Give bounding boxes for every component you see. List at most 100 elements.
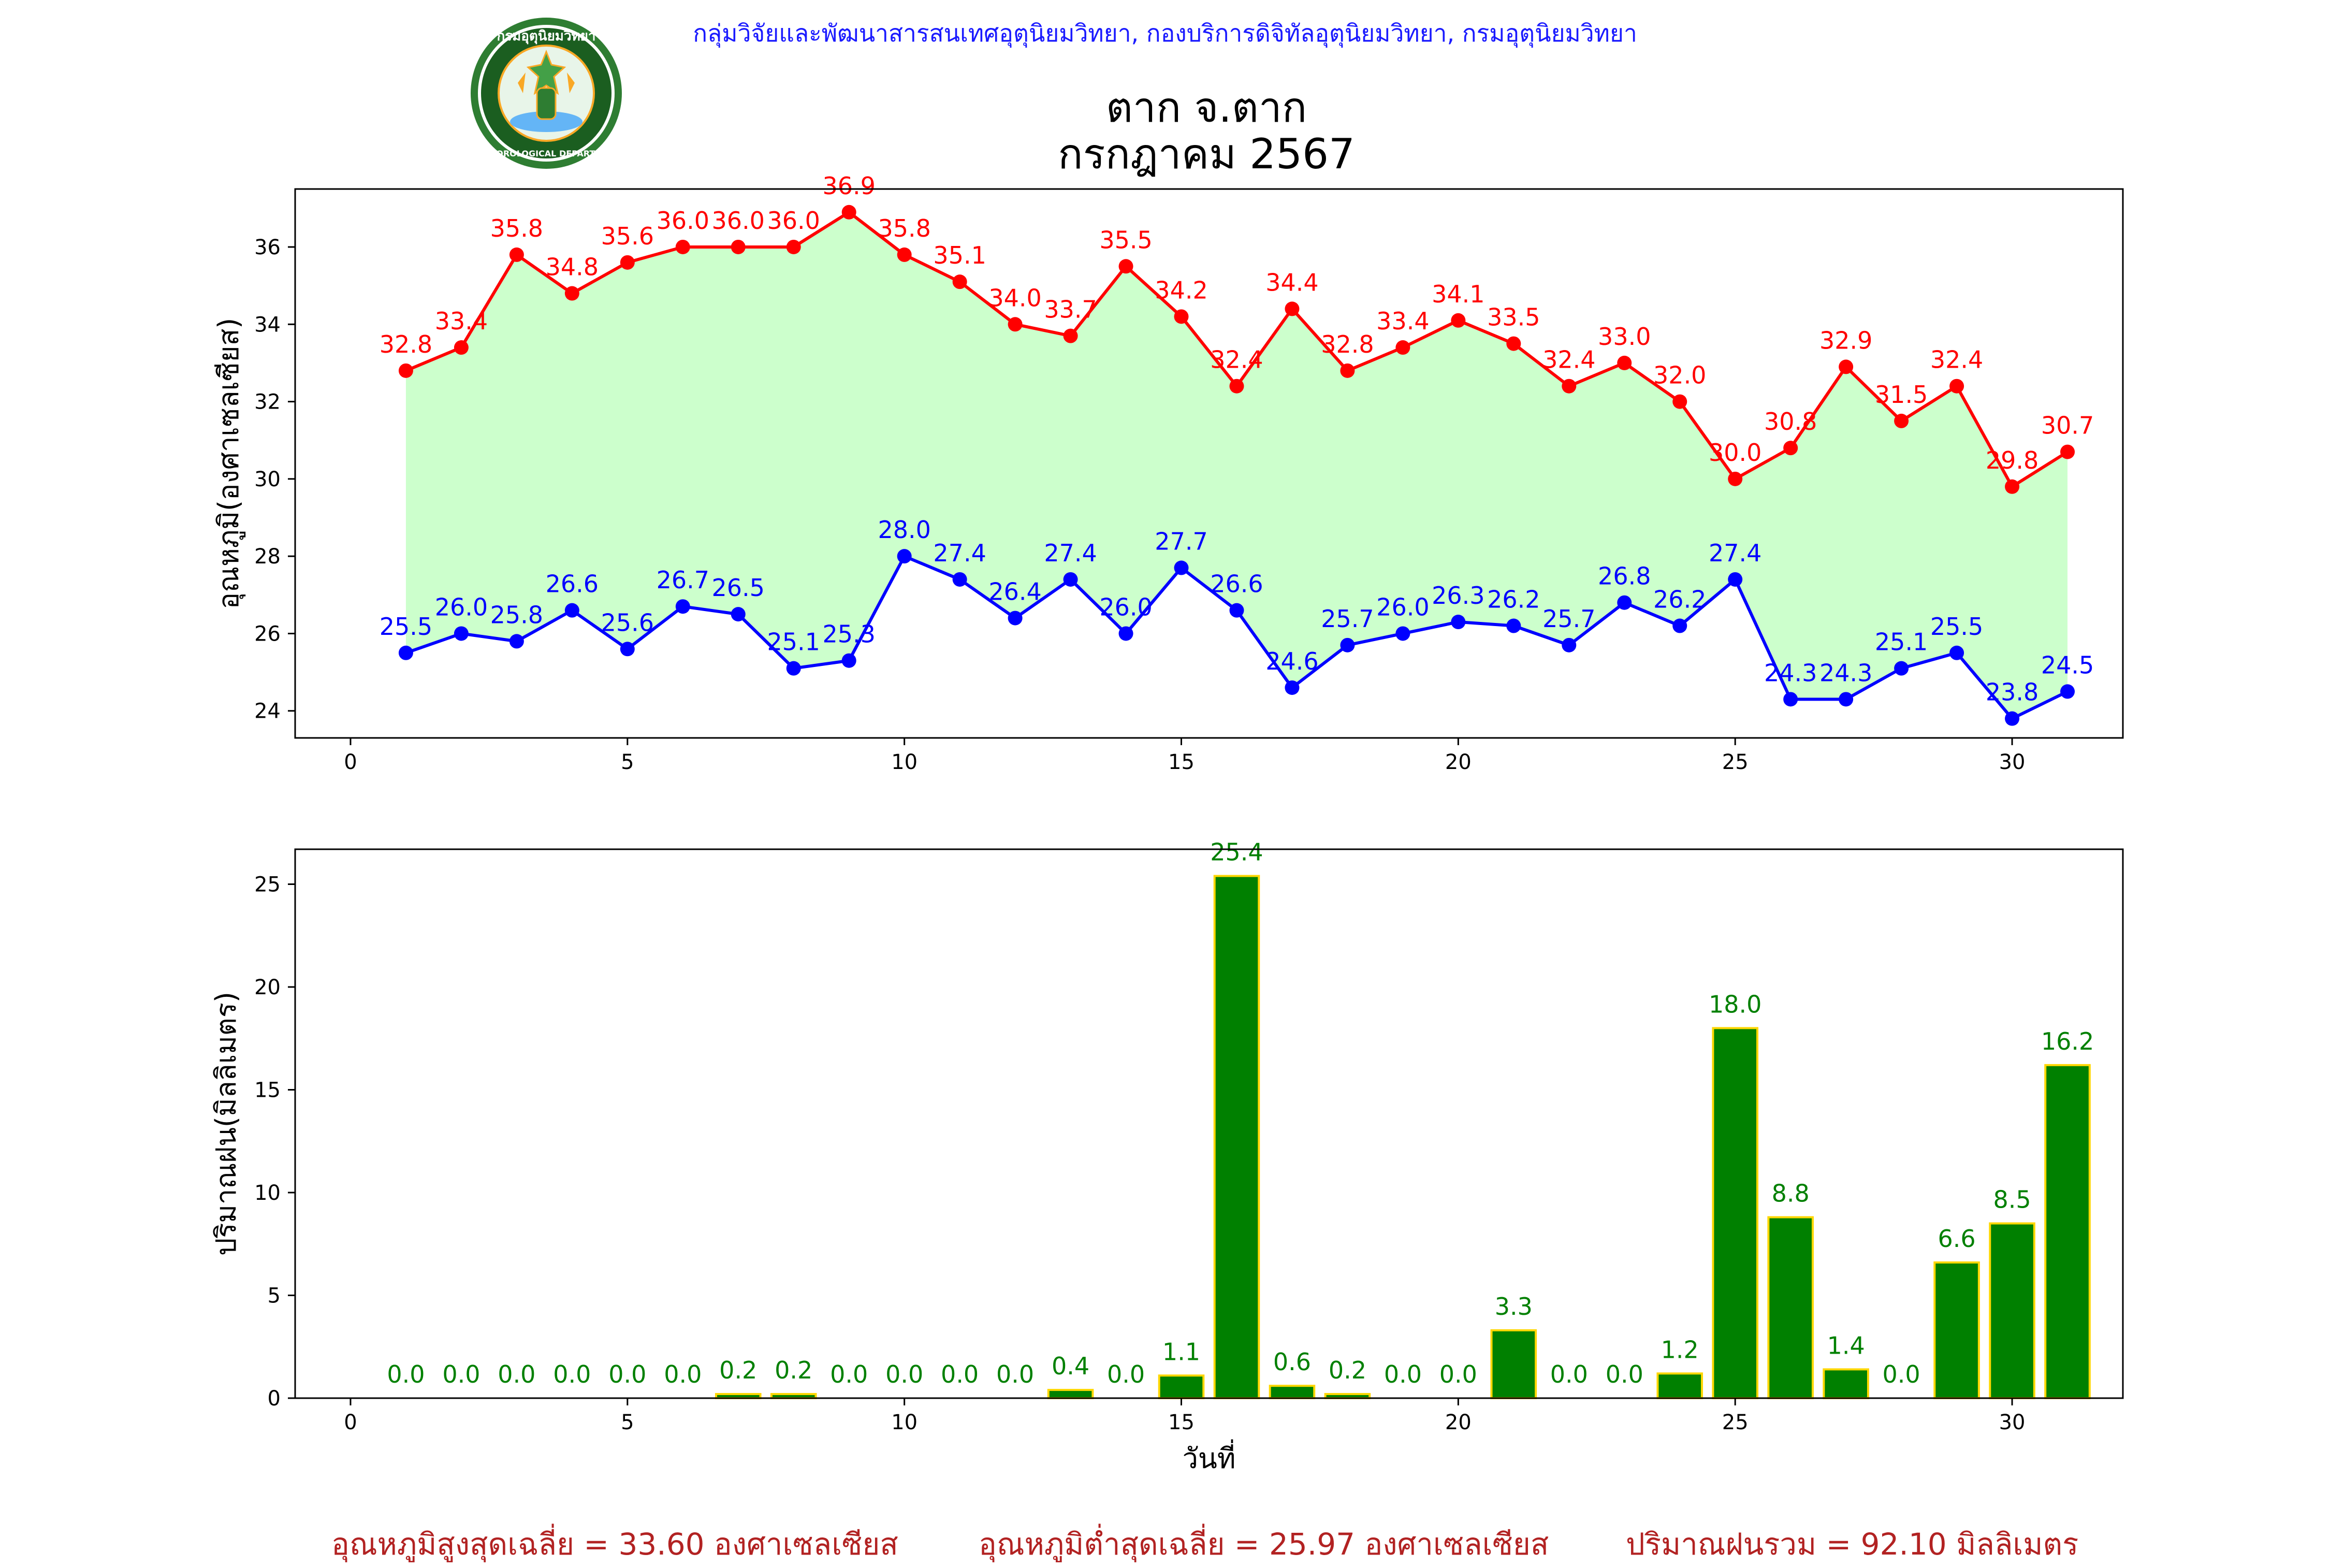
min-temp-point [1562,637,1577,652]
max-temp-point [1562,379,1577,394]
min-temp-label: 25.7 [1321,605,1374,633]
rainfall-x-tick-label: 5 [621,1411,634,1434]
rainfall-bar [1269,1385,1316,1399]
max-temp-label: 33.5 [1487,303,1540,331]
avg-min-temp-summary: อุณหภูมิต่ำสุดเฉลี่ย = 25.97 องศาเซลเซีย… [979,1527,1549,1562]
min-temp-label: 26.6 [1210,570,1263,598]
min-temp-label: 28.0 [878,516,930,544]
min-temp-label: 25.1 [767,628,820,656]
rainfall-bar-label: 0.0 [1107,1360,1145,1388]
min-temp-point [398,645,413,660]
min-temp-point [1395,626,1410,641]
temperature-x-tick-label: 20 [1445,750,1472,774]
temperature-x-tick-label: 10 [891,750,918,774]
rainfall-bar-label: 0.2 [1329,1356,1366,1384]
rainfall-x-tick-label: 0 [344,1411,357,1434]
min-temp-point [1617,595,1632,610]
min-temp-label: 27.4 [933,539,986,567]
rainfall-bar-label: 0.0 [1439,1360,1477,1388]
min-temp-label: 26.7 [657,566,709,594]
temperature-y-tick-label: 24 [254,700,281,723]
chart-subtitle: กรกฎาคม 2567 [1058,130,1355,178]
rainfall-y-axis-label: ปริมาณฝน(มิลลิเมตร) [210,992,242,1256]
min-temp-point [952,572,967,587]
max-temp-label: 31.5 [1875,381,1928,409]
min-temp-label: 25.1 [1875,628,1928,656]
min-temp-point [1063,572,1078,587]
max-temp-label: 30.0 [1709,439,1761,467]
rainfall-bar-label: 0.4 [1052,1352,1089,1380]
min-temp-point [1783,692,1798,707]
min-temp-point [1672,618,1687,633]
rainfall-bar [2044,1064,2091,1400]
rainfall-bar-label: 0.0 [387,1360,425,1388]
rainfall-bar-label: 1.4 [1827,1331,1865,1359]
rainfall-bar-label: 18.0 [1709,990,1761,1018]
min-temp-point [1118,626,1133,641]
max-temp-point [454,340,469,355]
logo-deity [526,49,566,95]
rainfall-bar [1158,1374,1205,1399]
min-temp-point [1506,618,1521,633]
max-temp-label: 35.8 [490,214,543,242]
rainfall-bar-label: 3.3 [1495,1293,1533,1320]
temperature-y-tick-label: 26 [254,622,281,646]
max-temp-label: 35.5 [1099,226,1152,254]
max-temp-label: 32.9 [1819,326,1872,354]
min-temp-point [1949,645,1964,660]
min-temp-point [1839,692,1854,707]
min-temp-label: 25.7 [1542,605,1595,633]
min-temp-point [1285,680,1300,695]
rainfall-bar-label: 0.0 [442,1360,480,1388]
max-temp-label: 35.8 [878,214,930,242]
chart-title: ตาก จ.ตาก [1106,83,1307,132]
min-temp-label: 26.8 [1598,562,1651,590]
rainfall-bar-label: 8.5 [1993,1186,2031,1214]
rainfall-bar [1047,1389,1094,1400]
rainfall-bar-label: 0.0 [1550,1360,1588,1388]
min-temp-point [1451,615,1466,630]
max-temp-point [1783,441,1798,456]
min-temp-label: 26.0 [1099,593,1152,621]
rainfall-bar-label: 0.0 [664,1360,702,1388]
rainfall-x-tick-label: 10 [891,1411,918,1434]
rainfall-x-tick-label: 15 [1168,1411,1195,1434]
min-temp-label: 26.0 [1376,593,1429,621]
max-temp-point [1008,317,1023,332]
max-temp-label: 34.2 [1155,276,1207,304]
max-temp-label: 32.8 [380,330,432,358]
max-temp-point [897,247,912,262]
max-temp-point [1949,379,1964,394]
rainfall-bar-label: 0.0 [553,1360,591,1388]
rainfall-bar-label: 1.1 [1162,1338,1200,1366]
min-temp-point [1340,637,1355,652]
rainfall-plot-frame [294,848,2124,1399]
rainfall-bar-label: 0.0 [608,1360,646,1388]
min-temp-label: 25.8 [490,601,543,629]
max-temp-label: 33.4 [435,307,488,335]
total-rainfall-summary: ปริมาณฝนรวม = 92.10 มิลลิเมตร [1626,1527,2079,1562]
max-temp-point [620,255,635,270]
min-temp-label: 24.3 [1819,659,1872,687]
temperature-x-tick-label: 15 [1168,750,1195,774]
min-temp-label: 24.6 [1265,647,1318,675]
max-temp-point [2060,444,2075,459]
max-temp-point [1839,359,1854,374]
rainfall-bar [1989,1222,2035,1400]
svg-text:กรมอุตุนิยมวิทยา: กรมอุตุนิยมวิทยา [497,28,595,45]
max-temp-label: 34.8 [546,253,599,281]
rainfall-y-tick-label: 25 [254,873,281,896]
max-temp-label: 34.0 [988,284,1041,312]
rainfall-bar-label: 0.0 [1606,1360,1643,1388]
rainfall-bar-label: 0.0 [885,1360,923,1388]
max-temp-label: 30.7 [2041,412,2094,440]
min-temp-label: 25.5 [380,613,432,641]
min-temp-point [1008,611,1023,626]
meteorological-department-logo: กรมอุตุนิยมวิทยา METEOROLOGICAL DEPARTME… [471,18,622,169]
max-temp-point [786,239,801,254]
rainfall-y-tick-label: 10 [254,1181,281,1205]
temperature-range-fill [405,212,2068,719]
rainfall-bar-label: 0.0 [1883,1360,1920,1388]
temperature-y-tick-label: 32 [254,390,281,414]
